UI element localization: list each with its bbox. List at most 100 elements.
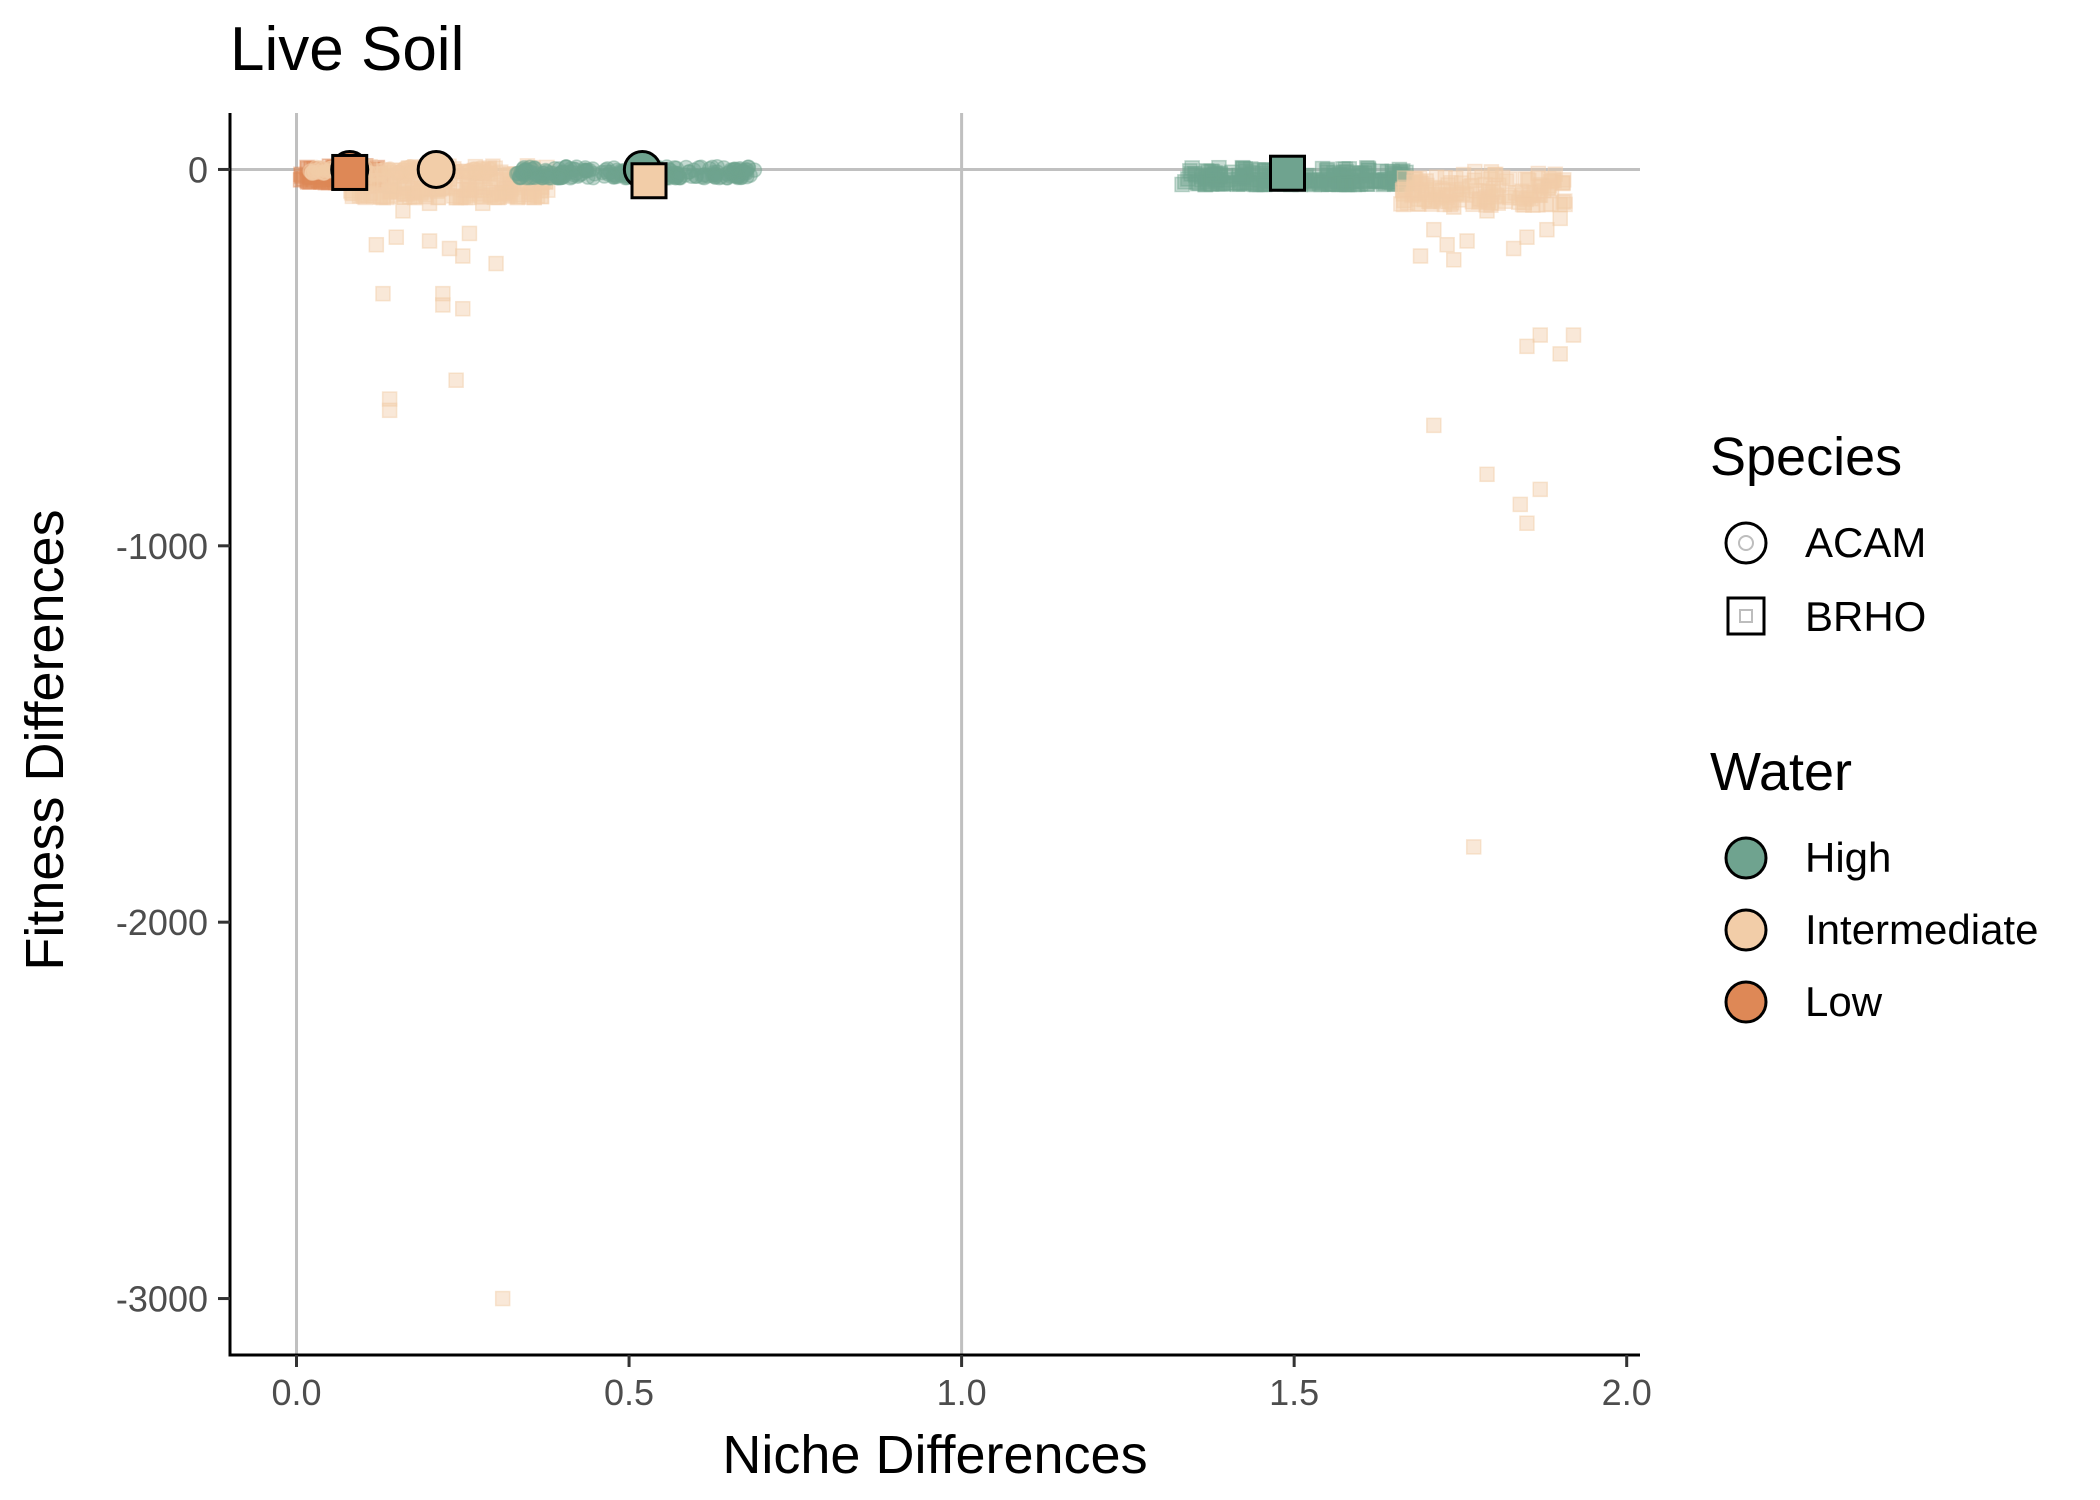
bootstrap-point [410, 182, 426, 199]
bootstrap-point [1490, 189, 1506, 205]
bootstrap-point [492, 185, 508, 201]
bootstrap-point [401, 162, 418, 179]
bootstrap-point [734, 169, 750, 185]
bootstrap-point [304, 165, 320, 181]
bootstrap-point [398, 165, 415, 181]
bootstrap-point [526, 186, 542, 203]
bootstrap-point [388, 168, 404, 185]
bootstrap-point [730, 168, 746, 184]
bootstrap-point [522, 180, 539, 197]
bootstrap-point [1500, 187, 1517, 204]
bootstrap-point [1331, 168, 1348, 184]
bootstrap-point [1354, 173, 1370, 189]
bootstrap-point [456, 168, 472, 184]
bootstrap-point [1187, 166, 1203, 182]
bootstrap-point [461, 174, 477, 191]
bootstrap-point [579, 162, 596, 178]
bootstrap-point [568, 165, 584, 182]
bootstrap-point [1330, 173, 1346, 189]
bootstrap-point [688, 168, 705, 184]
bootstrap-point [550, 166, 566, 183]
bootstrap-point [528, 167, 544, 184]
bootstrap-point [1341, 169, 1357, 185]
bootstrap-point [1314, 174, 1331, 191]
bootstrap-point [1309, 173, 1326, 190]
bootstrap-point [1516, 194, 1533, 211]
bootstrap-point [1345, 168, 1361, 185]
bootstrap-point [481, 160, 498, 176]
bootstrap-point [1247, 176, 1263, 193]
bootstrap-point [505, 173, 522, 190]
legend-key-high [1724, 836, 1768, 880]
bootstrap-point [1394, 182, 1411, 199]
bootstrap-point [520, 183, 537, 200]
bootstrap-point [1320, 176, 1337, 193]
bootstrap-point [1398, 164, 1414, 181]
bootstrap-point [1555, 194, 1571, 210]
bootstrap-point [727, 166, 743, 183]
bootstrap-point [1203, 169, 1220, 185]
bootstrap-point [523, 169, 540, 186]
y-tick-label: 0 [188, 149, 208, 190]
bootstrap-point [1440, 177, 1456, 193]
bootstrap-point [606, 167, 623, 184]
bootstrap-point [522, 164, 539, 180]
bootstrap-point [1389, 173, 1406, 190]
mean-point-brho [331, 153, 369, 191]
bootstrap-point [518, 169, 535, 186]
bootstrap-point [299, 159, 315, 176]
bootstrap-point [1315, 171, 1332, 188]
bootstrap-point [1396, 173, 1412, 190]
bootstrap-point [1209, 166, 1226, 182]
bootstrap-point [1348, 174, 1365, 190]
bootstrap-point [1432, 180, 1448, 197]
legend-label-brho: BRHO [1805, 593, 1926, 640]
bootstrap-point [1555, 175, 1572, 191]
bootstrap-point [725, 162, 742, 179]
bootstrap-point [538, 173, 554, 190]
bootstrap-point [302, 169, 319, 185]
bootstrap-point [378, 177, 394, 193]
bootstrap-point [386, 181, 402, 198]
bootstrap-point [1436, 196, 1453, 213]
bootstrap-point [389, 165, 405, 181]
bootstrap-point [576, 162, 593, 178]
bootstrap-point [489, 173, 506, 189]
bootstrap-point [1330, 176, 1347, 193]
bootstrap-point [1426, 179, 1443, 196]
bootstrap-point [1359, 176, 1375, 192]
bootstrap-point [455, 300, 471, 317]
bootstrap-point [600, 166, 617, 182]
bootstrap-point [1345, 173, 1361, 189]
bootstrap-point [687, 168, 704, 185]
bootstrap-point [1337, 173, 1354, 190]
bootstrap-point [499, 188, 515, 205]
bootstrap-point [1182, 163, 1198, 179]
bootstrap-point [1191, 175, 1208, 192]
bootstrap-point [295, 170, 312, 187]
bootstrap-point [500, 183, 516, 200]
bootstrap-point [510, 165, 526, 182]
bootstrap-point [521, 189, 538, 205]
bootstrap-point [1385, 170, 1402, 186]
bootstrap-point [522, 159, 538, 176]
bootstrap-point [1538, 196, 1554, 213]
bootstrap-point [1565, 327, 1582, 343]
bootstrap-point [1244, 174, 1260, 191]
bootstrap-point [1546, 173, 1562, 189]
bootstrap-point [1393, 166, 1410, 182]
bootstrap-point [680, 164, 697, 180]
bootstrap-point [605, 166, 622, 183]
bootstrap-point [448, 189, 465, 206]
bootstrap-point [1329, 173, 1346, 190]
bootstrap-point [304, 165, 321, 181]
bootstrap-point [388, 187, 405, 204]
legend-label-intermediate: Intermediate [1805, 906, 2038, 953]
bootstrap-point [1359, 168, 1375, 184]
bootstrap-point [526, 160, 542, 177]
bootstrap-point [1416, 191, 1433, 208]
bootstrap-point [1458, 187, 1475, 203]
bootstrap-point [1177, 174, 1193, 190]
bootstrap-point [310, 169, 326, 186]
bootstrap-point [1410, 184, 1426, 201]
